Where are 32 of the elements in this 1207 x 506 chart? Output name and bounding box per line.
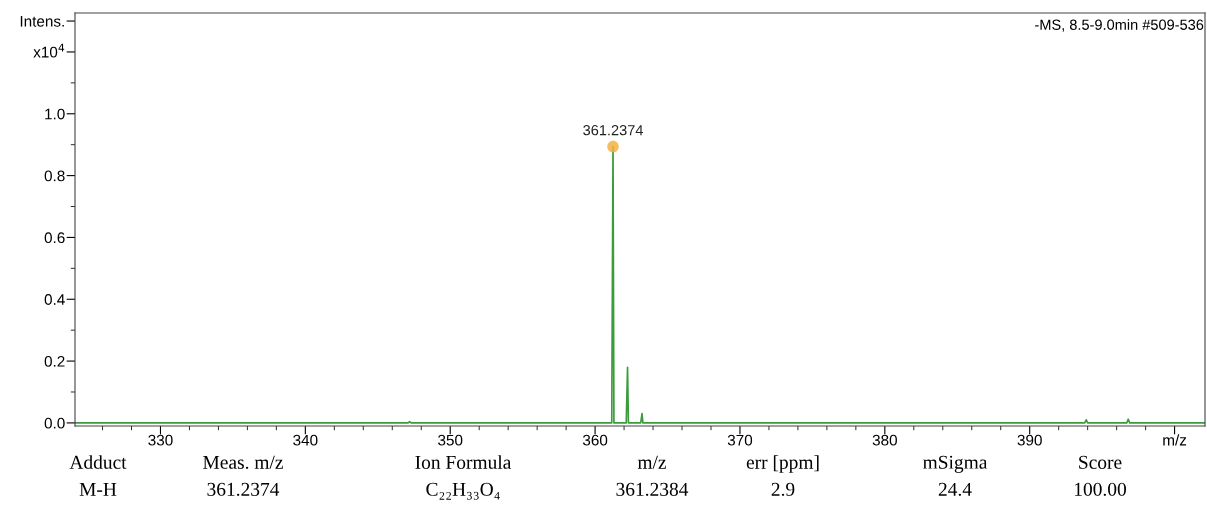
- x-tick-label: 390: [1017, 434, 1042, 446]
- text: m/z: [637, 455, 667, 469]
- y-tick-label: 1.0: [45, 108, 65, 120]
- annotation: 361.2374: [583, 125, 644, 136]
- text: C₂₂H₃₃O₄: [426, 482, 500, 500]
- y-tick-label: 0.0: [44, 417, 65, 429]
- x-tick-label: 380: [872, 434, 897, 446]
- x-tick-label: 330: [148, 434, 173, 446]
- text: Adduct: [69, 455, 127, 469]
- y-tick-label: 0.4: [44, 294, 65, 305]
- text: Score: [1079, 455, 1122, 469]
- text: Ion Formula: [415, 455, 512, 469]
- y-tick-label: 0.6: [44, 232, 65, 244]
- text: err [ppm]: [746, 455, 819, 473]
- x-tick-label: m/z: [1163, 434, 1187, 446]
- text: mSigma: [923, 455, 988, 473]
- x-tick-label: 370: [727, 434, 753, 446]
- x-tick-label: 340: [293, 434, 318, 446]
- x-tick-label: 350: [438, 434, 463, 446]
- text: 361.2384: [616, 482, 689, 496]
- text: 24.4: [938, 482, 972, 496]
- annotation: -MS, 8.5-9.0min #509-536: [1035, 19, 1204, 32]
- text: M-H: [79, 482, 117, 496]
- text: 100.00: [1074, 482, 1126, 496]
- x-tick-label: 360: [582, 434, 608, 446]
- text: Meas. m/z: [203, 455, 283, 469]
- y-tick-label: x10$^{4}$: [33, 43, 65, 58]
- text: 2.9: [771, 482, 795, 496]
- y-tick-label: Intens.: [20, 16, 64, 27]
- y-tick-label: 0.2: [44, 355, 65, 367]
- y-tick-label: 0.8: [44, 170, 65, 182]
- text: 361.2374: [207, 482, 280, 496]
